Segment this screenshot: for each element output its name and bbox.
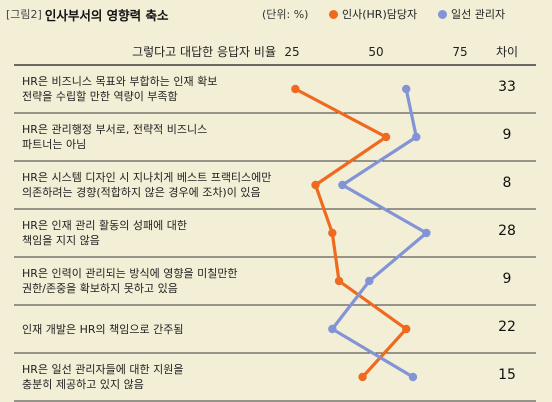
figure-title-row: [그림2] 인사부서의 영향력 축소 xyxy=(6,4,169,24)
data-point-hr xyxy=(311,180,320,190)
x-tick-label: 75 xyxy=(452,45,467,59)
legend-dot-mgr-icon xyxy=(438,9,447,19)
figure-tag: [그림2] xyxy=(6,8,42,21)
data-point-mgr xyxy=(422,228,431,238)
row-label-line: 충분히 제공하고 있지 않음 xyxy=(22,378,144,391)
figure-title: 인사부서의 영향력 축소 xyxy=(44,7,169,23)
data-point-hr xyxy=(402,324,411,334)
difference-value: 22 xyxy=(498,319,516,335)
data-point-mgr xyxy=(402,84,411,94)
data-point-hr xyxy=(381,132,391,142)
row-label-line: 의존하려는 경향(적합하지 않은 경우에 조차)이 있음 xyxy=(22,186,261,199)
diff-header: 차이 xyxy=(496,45,518,59)
row-label-line: HR은 관리행정 부서로, 전략적 비즈니스 xyxy=(22,123,208,136)
data-point-hr xyxy=(334,276,344,286)
data-point-mgr xyxy=(328,324,337,334)
row-label-line: HR은 시스템 디자인 시 지나치게 베스트 프랙티스에만 xyxy=(22,171,272,184)
difference-value: 9 xyxy=(502,271,512,287)
row-label-line: HR은 인력이 관리되는 방식에 영향을 미칠만한 xyxy=(22,267,238,280)
data-point-mgr xyxy=(338,180,347,190)
legend-label-mgr: 일선 관리자 xyxy=(451,8,506,21)
data-point-hr xyxy=(291,84,300,94)
data-point-mgr xyxy=(408,372,418,382)
row-label-line: 책임을 지지 않음 xyxy=(22,234,100,247)
row-label-line: 파트너는 아님 xyxy=(22,138,87,151)
x-tick-label: 50 xyxy=(368,45,383,59)
legend-dot-hr-icon xyxy=(329,9,338,19)
difference-value: 33 xyxy=(498,79,516,95)
difference-value: 28 xyxy=(498,223,516,239)
data-point-hr xyxy=(358,372,367,382)
unit-label: (단위: %) xyxy=(262,8,309,21)
row-label-line: 인재 개발은 HR의 책임으로 간주됨 xyxy=(22,322,184,336)
data-point-mgr xyxy=(412,132,421,142)
row-label-line: HR은 비즈니스 목표와 부합하는 인재 확보 xyxy=(22,75,218,88)
difference-value: 8 xyxy=(502,175,512,191)
data-point-hr xyxy=(328,228,337,238)
legend-entry-mgr: 일선 관리자 xyxy=(438,6,505,22)
legend-label-hr: 인사(HR)담당자 xyxy=(342,8,418,21)
row-label-line: HR은 인재 관리 활동의 성패에 대한 xyxy=(22,219,187,232)
row-label-line: 권한/존중을 확보하지 못하고 있음 xyxy=(22,282,178,295)
row-label-line: 전략을 수립할 만한 역량이 부족함 xyxy=(22,90,178,103)
row-label-line: HR은 일선 관리자들에 대한 지원을 xyxy=(22,363,184,376)
axis-label: 그렇다고 대답한 응답자 비율 xyxy=(132,44,276,59)
difference-value: 9 xyxy=(502,127,512,143)
difference-value: 15 xyxy=(498,367,516,383)
x-tick-label: 25 xyxy=(284,45,299,59)
legend-entry-hr: 인사(HR)담당자 xyxy=(329,6,417,22)
data-point-mgr xyxy=(365,276,374,286)
series-line-hr xyxy=(293,87,408,379)
row-label: 인재 개발은 HR의 책임으로 간주됨 xyxy=(22,322,297,337)
